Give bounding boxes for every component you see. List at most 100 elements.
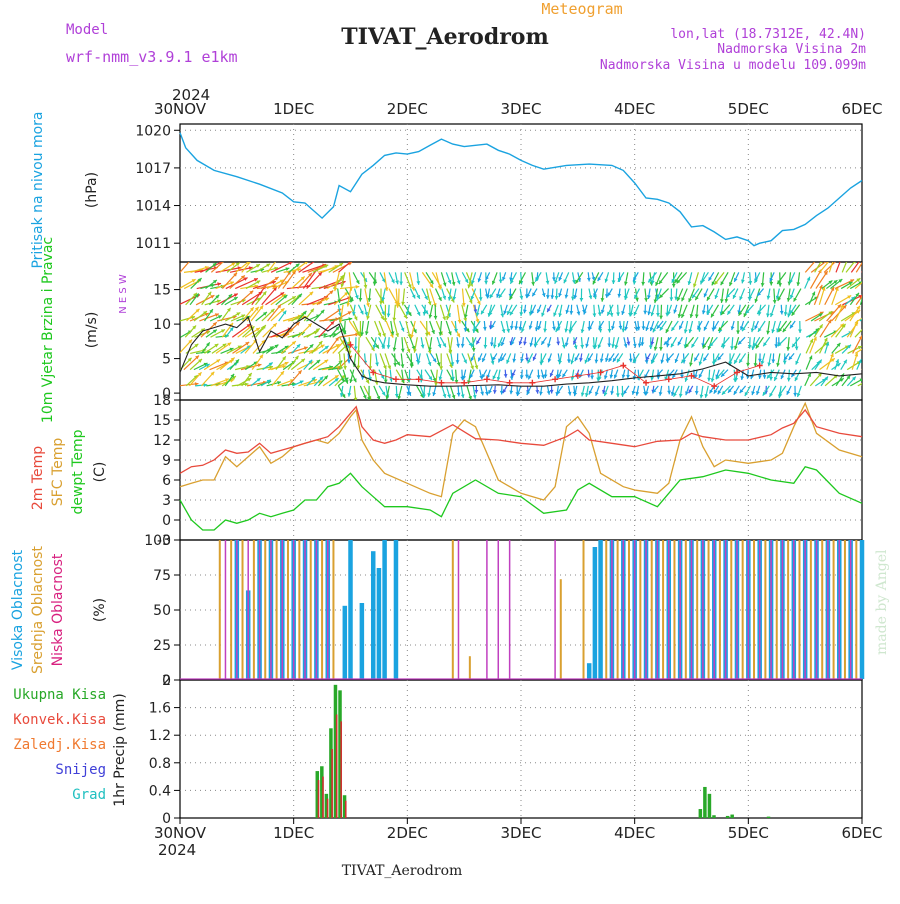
precip-total-bar bbox=[730, 815, 734, 818]
plot-layer: 30NOV30NOV1DEC1DEC2DEC2DEC3DEC3DEC4DEC4D… bbox=[135, 100, 882, 842]
wind-arrowhead bbox=[865, 339, 869, 343]
x-tick-label-bottom: 3DEC bbox=[500, 824, 541, 842]
wind-arrowhead bbox=[746, 363, 750, 367]
mid-cloud-bar bbox=[833, 540, 835, 679]
x-tick-label-top: 30NOV bbox=[154, 100, 207, 118]
low-cloud-bar bbox=[486, 540, 488, 679]
wind-arrowhead bbox=[352, 257, 356, 261]
mid-cloud-bar bbox=[696, 540, 698, 679]
wind-arrowhead bbox=[841, 251, 845, 255]
mid-cloud-bar bbox=[332, 540, 334, 679]
low-cloud-label: Niska Oblacnost bbox=[50, 553, 66, 666]
wind-arrow bbox=[805, 257, 819, 272]
wind-arrowhead bbox=[356, 285, 360, 289]
low-cloud-bar bbox=[498, 540, 500, 679]
low-cloud-bar bbox=[259, 540, 261, 679]
precip-freezing-label: Zaledj.Kisa bbox=[13, 737, 106, 753]
wind-arrowhead bbox=[366, 316, 370, 320]
low-cloud-bar bbox=[702, 540, 704, 679]
wind-arrowhead bbox=[769, 377, 773, 381]
wind-arrowhead bbox=[678, 314, 682, 318]
wind-arrowhead bbox=[343, 366, 347, 370]
wind-arrowhead bbox=[590, 376, 594, 380]
wind-arrow bbox=[862, 357, 875, 369]
high-cloud-label: Visoka Oblacnost bbox=[10, 549, 26, 670]
precip-y-tick-label: 0.8 bbox=[149, 756, 171, 772]
wind-arrowhead bbox=[761, 283, 765, 287]
wind-arrowhead bbox=[622, 329, 626, 333]
wind-arrowhead bbox=[474, 390, 478, 394]
wind-arrowhead bbox=[434, 382, 438, 386]
wind-arrowhead bbox=[771, 359, 775, 363]
wind-arrowhead bbox=[483, 327, 487, 331]
low-cloud-bar bbox=[725, 540, 727, 679]
wind-arrowhead bbox=[832, 256, 836, 260]
high-cloud-bar bbox=[593, 547, 598, 679]
wind-arrowhead bbox=[798, 329, 802, 333]
cloud-y-tick-label: 50 bbox=[153, 603, 171, 619]
mid-cloud-bar bbox=[253, 540, 255, 679]
temperature-y-tick-label: 9 bbox=[162, 453, 171, 469]
precip-total-bar bbox=[726, 816, 730, 818]
temp-ylabel: (C) bbox=[92, 462, 108, 483]
wind-arrowhead bbox=[439, 366, 443, 370]
wind-arrowhead bbox=[334, 287, 338, 291]
wind-arrowhead bbox=[866, 276, 870, 280]
wind-arrowhead bbox=[368, 298, 372, 302]
footer-title: TIVAT_Aerodrom bbox=[342, 863, 463, 879]
wind-arrowhead bbox=[587, 278, 591, 282]
x-tick-label-top: 2DEC bbox=[387, 100, 428, 118]
wind-arrowhead bbox=[555, 296, 559, 300]
wind-arrowhead bbox=[483, 345, 487, 349]
wind-arrowhead bbox=[704, 394, 708, 398]
precip-y-tick-label: 2 bbox=[162, 673, 171, 689]
mid-cloud-bar bbox=[651, 540, 653, 679]
wind-arrowhead bbox=[656, 313, 660, 317]
wind-arrowhead bbox=[347, 360, 351, 364]
pressure-y-tick-label: 1011 bbox=[135, 236, 171, 252]
wind-arrowhead bbox=[493, 390, 497, 394]
mid-cloud-bar bbox=[639, 540, 641, 679]
precip-conv-bar bbox=[345, 801, 347, 818]
wind-arrow bbox=[862, 277, 871, 289]
low-cloud-bar bbox=[839, 540, 841, 679]
x-tick-label-bottom: 5DEC bbox=[728, 824, 769, 842]
low-cloud-bar bbox=[748, 540, 750, 679]
wind-arrowhead bbox=[577, 311, 581, 315]
mid-cloud-bar bbox=[287, 540, 289, 679]
wind-arrowhead bbox=[836, 258, 840, 262]
mid-cloud-bar bbox=[264, 540, 266, 679]
dewpt-label: dewpt Temp bbox=[70, 429, 86, 514]
wind-compass-icon: N E S W bbox=[118, 274, 129, 314]
wind-arrowhead bbox=[695, 314, 699, 318]
low-cloud-bar bbox=[713, 540, 715, 679]
precip-total-bar bbox=[708, 794, 712, 818]
model-name: wrf-nmm_v3.9.1 e1km bbox=[66, 48, 238, 66]
wind-arrowhead bbox=[611, 326, 615, 330]
wind-arrowhead bbox=[612, 280, 616, 284]
wind-arrowhead bbox=[771, 329, 775, 333]
mid-cloud-bar bbox=[855, 540, 857, 679]
wind-arrowhead bbox=[778, 283, 782, 287]
precip-total-label: Ukupna Kisa bbox=[13, 687, 106, 703]
wind-arrowhead bbox=[783, 361, 787, 365]
precip-total-bar bbox=[767, 817, 771, 818]
wind-arrowhead bbox=[434, 316, 438, 320]
low-cloud-bar bbox=[657, 540, 659, 679]
low-cloud-bar bbox=[850, 540, 852, 679]
temperature-y-tick-label: 12 bbox=[153, 433, 171, 449]
wind-arrowhead bbox=[846, 257, 850, 261]
sfc-temp-label: SFC Temp bbox=[50, 438, 66, 507]
mid-cloud-bar bbox=[719, 540, 721, 679]
low-cloud-bar bbox=[270, 540, 272, 679]
x-tick-label-bottom: 1DEC bbox=[273, 824, 314, 842]
wind-arrowhead bbox=[866, 313, 870, 317]
wind-arrowhead bbox=[644, 298, 648, 302]
wind-arrowhead bbox=[491, 361, 495, 365]
mid-cloud-bar bbox=[764, 540, 766, 679]
wind-arrowhead bbox=[275, 258, 279, 262]
page-title: TIVAT_Aerodrom bbox=[341, 24, 549, 50]
wind-arrowhead bbox=[730, 346, 734, 350]
high-cloud-bar bbox=[394, 540, 399, 679]
precip-y-tick-label: 0 bbox=[162, 811, 171, 827]
